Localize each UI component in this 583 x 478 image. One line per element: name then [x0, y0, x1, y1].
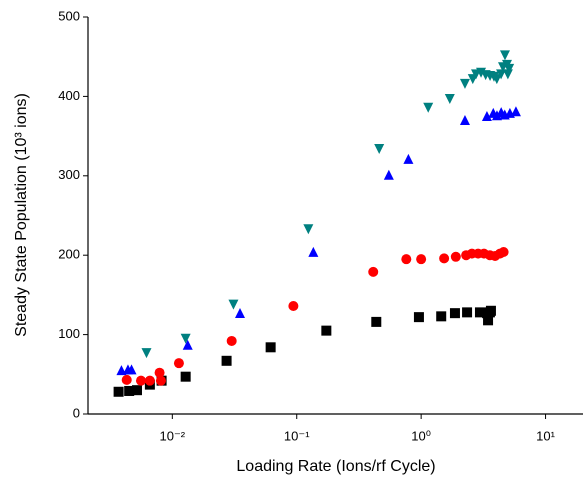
marker	[180, 333, 191, 344]
marker	[228, 299, 239, 310]
marker	[173, 358, 184, 369]
marker	[423, 102, 434, 113]
marker	[401, 254, 412, 265]
y-tick-label: 300	[58, 167, 80, 182]
marker	[496, 69, 507, 80]
marker	[459, 115, 470, 126]
marker	[510, 106, 521, 117]
marker	[485, 305, 496, 316]
marker	[265, 342, 276, 353]
marker	[235, 307, 246, 318]
y-tick-label: 0	[73, 405, 80, 420]
y-axis-title: Steady State Population (10³ ions)	[13, 93, 30, 337]
marker	[182, 339, 193, 350]
marker	[416, 254, 427, 265]
y-tick-label: 500	[58, 8, 80, 23]
marker	[371, 316, 382, 327]
marker	[113, 386, 124, 397]
marker	[308, 246, 319, 257]
marker	[444, 93, 455, 104]
x-tick-label: 10¹	[536, 428, 555, 443]
marker	[144, 375, 155, 386]
marker	[504, 63, 515, 74]
y-tick-label: 400	[58, 88, 80, 103]
marker	[226, 335, 237, 346]
marker	[124, 385, 135, 396]
x-tick-label: 10⁻¹	[284, 428, 310, 443]
marker	[403, 153, 414, 164]
marker	[496, 107, 507, 118]
y-tick-label: 100	[58, 326, 80, 341]
marker	[498, 247, 509, 258]
marker	[499, 50, 510, 61]
marker	[439, 253, 450, 264]
marker	[180, 371, 191, 382]
marker	[491, 74, 502, 85]
marker	[483, 315, 494, 326]
marker	[126, 364, 137, 375]
x-axis-title: Loading Rate (Ions/rf Cycle)	[236, 458, 435, 475]
marker	[462, 307, 473, 318]
marker	[383, 169, 394, 180]
marker	[488, 107, 499, 118]
marker	[288, 301, 299, 312]
marker	[368, 266, 379, 277]
marker	[141, 348, 152, 359]
y-tick-label: 200	[58, 247, 80, 262]
x-tick-label: 10⁰	[411, 428, 431, 443]
marker	[135, 375, 146, 386]
marker	[131, 385, 142, 396]
marker	[121, 374, 132, 385]
marker	[459, 78, 470, 89]
marker	[481, 111, 492, 122]
marker	[436, 311, 447, 322]
marker	[449, 308, 460, 319]
marker	[474, 307, 485, 318]
marker	[413, 312, 424, 323]
marker	[450, 251, 461, 262]
marker	[502, 69, 513, 80]
marker	[303, 224, 314, 235]
marker	[374, 144, 385, 155]
marker	[221, 355, 232, 366]
marker	[155, 375, 166, 386]
marker	[321, 325, 332, 336]
marker	[154, 367, 165, 378]
x-tick-label: 10⁻²	[159, 428, 185, 443]
